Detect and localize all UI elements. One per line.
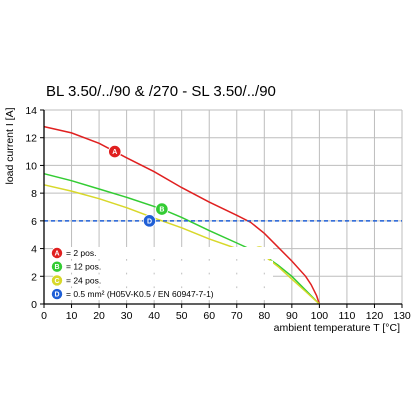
legend-bg-D: [53, 288, 273, 301]
legend-label-C: = 24 pos.: [66, 275, 101, 285]
legend-bg-A: [53, 247, 273, 259]
y-tick-label-6: 6: [31, 216, 37, 228]
legend-dot-A: [51, 247, 63, 259]
x-tick-label-30: 30: [121, 310, 133, 322]
y-tick-label-12: 12: [25, 133, 37, 145]
series-markers: ABCD: [108, 144, 266, 259]
legend-label-B: = 12 pos.: [66, 262, 101, 272]
y-tick-label-10: 10: [25, 160, 37, 172]
legend-bg-C: [53, 274, 273, 287]
x-axis-label: ambient temperature T [°C]: [274, 322, 400, 334]
marker-letter-B: B: [159, 207, 164, 214]
marker-letter-D: D: [147, 218, 152, 225]
y-tick-label-8: 8: [31, 188, 37, 200]
x-tick-label-50: 50: [176, 310, 188, 322]
marker-A: [108, 144, 122, 159]
x-tick-label-110: 110: [339, 310, 356, 322]
x-tick-label-120: 120: [366, 310, 384, 322]
x-tick-label-60: 60: [203, 310, 215, 322]
y-tick-label-14: 14: [25, 105, 37, 117]
legend-dot-B: [51, 261, 63, 272]
x-tick-label-90: 90: [286, 310, 298, 322]
legend-label-A: = 2 pos.: [66, 248, 96, 258]
y-tick-label-2: 2: [31, 271, 37, 283]
series-line-C: [43, 184, 320, 305]
marker-B: [155, 202, 169, 216]
x-tick-label-10: 10: [66, 310, 78, 322]
legend-bg-B: [53, 260, 273, 273]
chart-title: BL 3.50/../90 & /270 - SL 3.50/../90: [46, 83, 276, 100]
legend-letter-C: C: [54, 278, 59, 285]
x-tick-label-80: 80: [258, 310, 270, 322]
axes: [40, 109, 403, 308]
x-tick-label-40: 40: [148, 310, 160, 322]
y-tick-label-0: 0: [31, 299, 37, 311]
legend-letter-B: B: [54, 264, 59, 271]
marker-D: [142, 214, 157, 228]
legend-dot-D: [51, 288, 63, 300]
legend: A = 2 pos. B = 12 pos. C = 24 pos. D = 0.5 mm² …: [51, 247, 273, 301]
x-tick-label-100: 100: [311, 310, 329, 322]
marker-letter-A: A: [112, 149, 117, 156]
y-tick-label-4: 4: [31, 244, 37, 256]
x-tick-label-70: 70: [231, 310, 243, 322]
x-tick-label-130: 130: [393, 310, 411, 322]
x-tick-label-0: 0: [41, 310, 47, 322]
legend-label-D: = 0.5 mm² (H05V-K0.5 / EN 60947-7-1): [66, 289, 214, 299]
legend-letter-D: D: [54, 292, 59, 299]
y-axis-label: load current I [A]: [4, 107, 16, 184]
tick-labels: 0 10 20 30 40 50 60 70 80 90 100 110 120 130 0 2 4 6 8 10 12…: [25, 105, 411, 322]
x-tick-label-20: 20: [93, 310, 105, 322]
legend-letter-A: A: [54, 250, 59, 257]
legend-dot-C: [51, 275, 63, 286]
series-line-B: [43, 172, 320, 305]
